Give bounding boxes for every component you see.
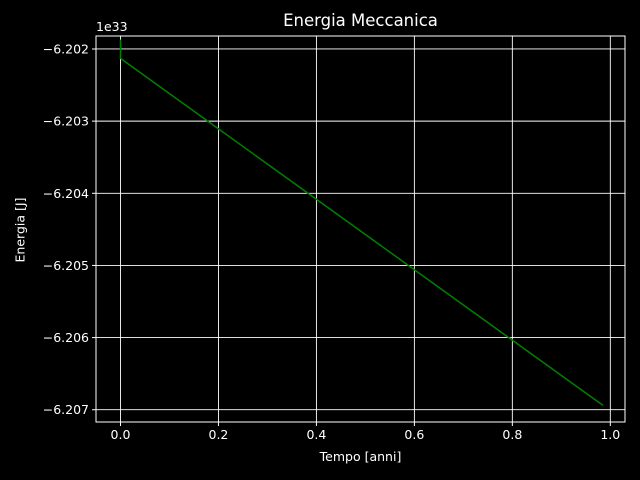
grid-lines bbox=[96, 36, 625, 422]
chart-title: Energia Meccanica bbox=[283, 11, 438, 30]
x-axis-label: Tempo [anni] bbox=[319, 449, 402, 464]
y-tick-label: −6.203 bbox=[43, 114, 89, 129]
series-layer bbox=[119, 39, 604, 407]
x-tick-label: 0.2 bbox=[209, 427, 229, 442]
y-tick-label: −6.206 bbox=[43, 330, 89, 345]
y-tick-label: −6.205 bbox=[43, 258, 89, 273]
x-tick-label: 0.4 bbox=[306, 427, 326, 442]
x-tick-label: 1.0 bbox=[600, 427, 620, 442]
y-tick-label: −6.202 bbox=[43, 41, 89, 56]
x-axis: 0.0 0.2 0.4 0.6 0.8 1.0 bbox=[111, 422, 620, 442]
energy-series-line bbox=[119, 39, 604, 407]
y-axis-offset-label: 1e33 bbox=[96, 19, 128, 34]
plot-frame bbox=[95, 35, 626, 423]
y-axis: −6.202 −6.203 −6.204 −6.205 −6.206 −6.207 bbox=[43, 41, 96, 417]
y-tick-label: −6.204 bbox=[43, 186, 89, 201]
x-tick-label: 0.0 bbox=[111, 427, 131, 442]
y-axis-label: Energia [J] bbox=[12, 197, 28, 263]
x-tick-label: 0.8 bbox=[502, 427, 522, 442]
x-tick-label: 0.6 bbox=[404, 427, 424, 442]
y-tick-label: −6.207 bbox=[43, 402, 89, 417]
